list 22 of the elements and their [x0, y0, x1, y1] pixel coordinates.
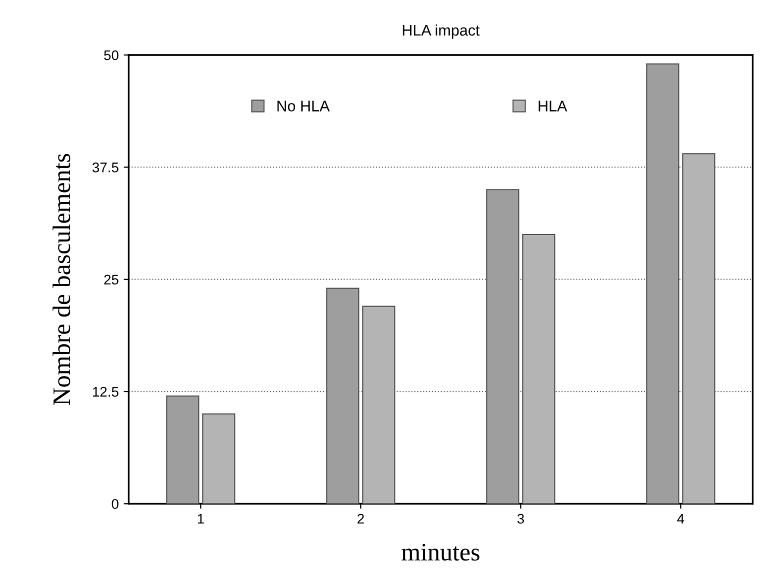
x-tick-label: 2 [358, 514, 364, 524]
bar [646, 63, 680, 504]
y-tick-label: 12.5 [93, 386, 118, 397]
bar [166, 395, 200, 504]
y-tick-label: 50 [104, 50, 118, 60]
y-tick-label: 37.5 [92, 162, 118, 172]
legend-label: No HLA [277, 100, 330, 112]
bar [202, 413, 236, 504]
bar [522, 234, 556, 504]
chart-title: HLA impact [402, 24, 480, 39]
x-tick-label: 3 [517, 514, 524, 524]
bar [326, 288, 360, 504]
x-tick-label: 4 [677, 514, 684, 524]
y-tick-label: 0 [112, 499, 118, 509]
y-tick-label: 25 [104, 274, 118, 285]
bar [362, 306, 396, 504]
bar [486, 189, 520, 504]
y-axis-title: Nombre de basculements [52, 154, 70, 405]
x-axis-title: minutes [402, 544, 480, 561]
legend-label: HLA [538, 100, 568, 112]
bar [682, 153, 716, 504]
x-tick-label: 1 [198, 514, 204, 524]
